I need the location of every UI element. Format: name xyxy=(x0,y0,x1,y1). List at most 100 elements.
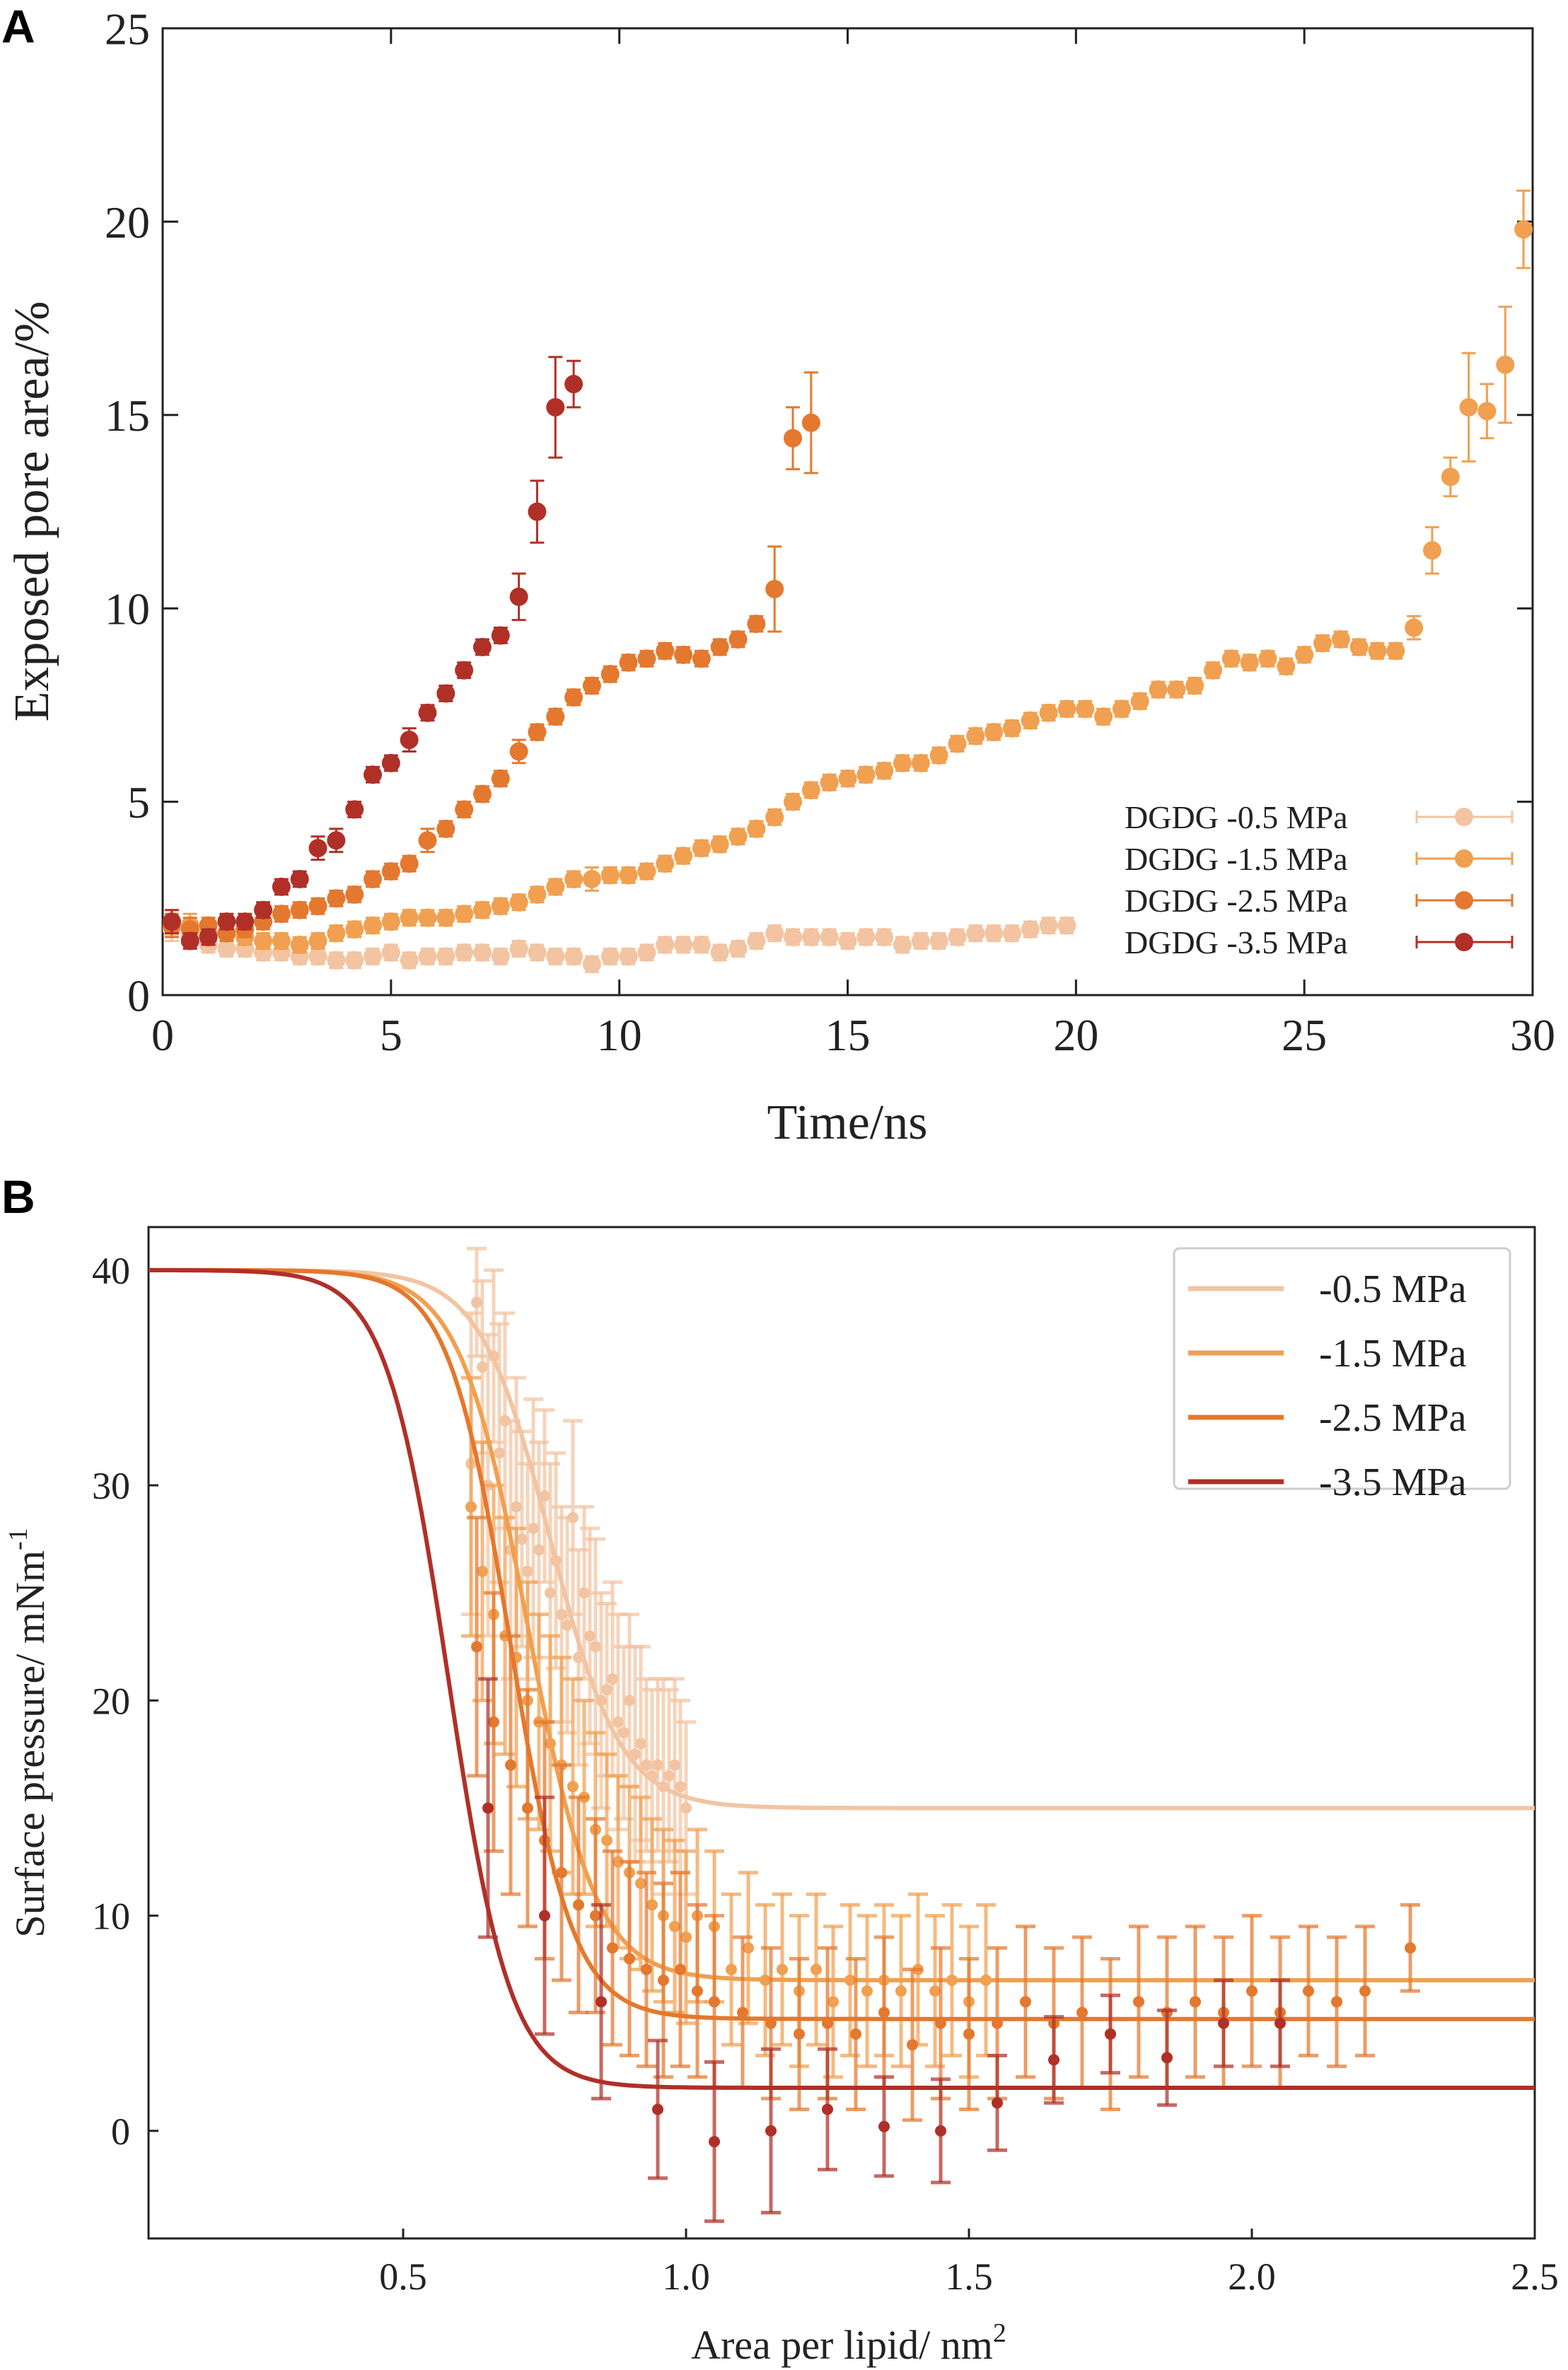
data-point xyxy=(822,2017,833,2029)
data-point xyxy=(765,808,784,827)
data-point xyxy=(564,375,583,394)
legend-label-dgdg-0-5-mpa: DGDG -0.5 MPa xyxy=(1125,799,1348,835)
data-point xyxy=(948,927,967,946)
data-point xyxy=(929,931,948,951)
data-point xyxy=(290,935,309,954)
legend-label-dgdg-1-5-mpa: DGDG -1.5 MPa xyxy=(1125,841,1348,877)
data-point xyxy=(619,866,638,885)
data-point xyxy=(680,1932,692,1944)
data-point xyxy=(582,676,601,695)
data-point xyxy=(418,703,437,722)
data-point xyxy=(674,645,693,664)
data-point xyxy=(564,947,583,966)
data-point xyxy=(1185,676,1204,695)
data-point xyxy=(236,912,255,931)
data-point xyxy=(345,885,364,904)
data-point xyxy=(1218,2017,1229,2029)
data-point xyxy=(641,1963,652,1975)
x-tick-label: 30 xyxy=(1510,1010,1555,1060)
data-point xyxy=(895,1985,907,1997)
data-point xyxy=(747,819,766,838)
data-point xyxy=(567,1781,579,1793)
data-point xyxy=(436,684,455,703)
y-tick-label: 10 xyxy=(92,1895,130,1938)
data-point xyxy=(624,1695,635,1707)
data-point xyxy=(875,761,894,780)
data-point xyxy=(364,947,383,966)
data-point xyxy=(400,951,419,970)
data-point xyxy=(675,1963,686,1975)
series-0-5-mpa xyxy=(149,1246,1535,1896)
data-point xyxy=(327,951,346,970)
data-point xyxy=(491,769,510,788)
data-point xyxy=(516,1533,528,1545)
data-point xyxy=(217,912,236,931)
data-point xyxy=(801,927,820,946)
data-point xyxy=(911,753,930,772)
data-point xyxy=(522,1565,533,1577)
data-point xyxy=(652,2103,663,2115)
data-point xyxy=(948,734,967,753)
data-point xyxy=(290,900,309,919)
data-point xyxy=(564,869,583,888)
data-point xyxy=(980,1974,992,1986)
y-axis-label-b: Surface pressure/ mNm-1 xyxy=(4,1528,53,1937)
data-point xyxy=(472,900,492,919)
data-point xyxy=(1057,916,1076,935)
x-tick-label: 25 xyxy=(1282,1010,1327,1060)
data-point xyxy=(675,1781,686,1793)
series-3-5-mpa xyxy=(149,1267,1535,2224)
x-tick-label: 15 xyxy=(825,1010,871,1060)
legend-b: -0.5 MPa -1.5 MPa -2.5 MPa -3.5 MPa xyxy=(1173,1247,1511,1504)
data-point xyxy=(646,1899,658,1911)
data-point xyxy=(1094,707,1113,726)
data-point xyxy=(472,637,492,656)
legend-marker xyxy=(1455,933,1473,951)
data-point xyxy=(582,869,601,888)
data-point xyxy=(820,773,839,792)
data-point xyxy=(726,1963,737,1975)
data-point xyxy=(709,1996,720,2008)
x-tick-label: 5 xyxy=(380,1010,402,1060)
legend-label-dgdg-3-5-mpa: DGDG -3.5 MPa xyxy=(1125,924,1348,960)
data-point xyxy=(550,1555,562,1567)
data-point xyxy=(546,947,565,966)
data-point xyxy=(528,1522,539,1534)
data-point xyxy=(663,1770,675,1782)
data-point xyxy=(1405,1942,1416,1954)
data-point xyxy=(992,2097,1003,2109)
data-point xyxy=(1105,2028,1116,2040)
data-point xyxy=(1204,661,1223,680)
data-point xyxy=(794,2028,805,2040)
data-point xyxy=(436,908,455,927)
data-point xyxy=(381,943,400,962)
data-point xyxy=(619,947,638,966)
data-point xyxy=(692,1985,703,1997)
data-point xyxy=(582,955,601,974)
legend-label-0-5-mpa: -0.5 MPa xyxy=(1319,1267,1467,1311)
data-point xyxy=(935,2125,946,2137)
data-point xyxy=(528,723,547,742)
data-point xyxy=(1076,2006,1088,2018)
data-point xyxy=(765,2017,777,2029)
data-point xyxy=(637,943,656,962)
data-point xyxy=(760,1974,771,1986)
data-point xyxy=(1002,719,1021,738)
data-point xyxy=(471,1641,482,1653)
legend-label-dgdg-2-5-mpa: DGDG -2.5 MPa xyxy=(1125,883,1348,919)
x-axis-label-b-text: Area per lipid/ nm xyxy=(691,2322,993,2368)
data-point xyxy=(878,2006,890,2018)
data-point xyxy=(658,1974,669,1986)
data-point xyxy=(652,1759,663,1771)
x-tick-label: 0.5 xyxy=(379,2255,427,2298)
data-point xyxy=(539,1910,550,1922)
data-point xyxy=(935,2017,946,2029)
data-point xyxy=(1021,920,1040,939)
data-point xyxy=(180,931,199,951)
data-point xyxy=(765,924,784,943)
data-point xyxy=(1386,641,1405,661)
data-point xyxy=(635,1877,646,1889)
data-point xyxy=(1149,680,1168,699)
